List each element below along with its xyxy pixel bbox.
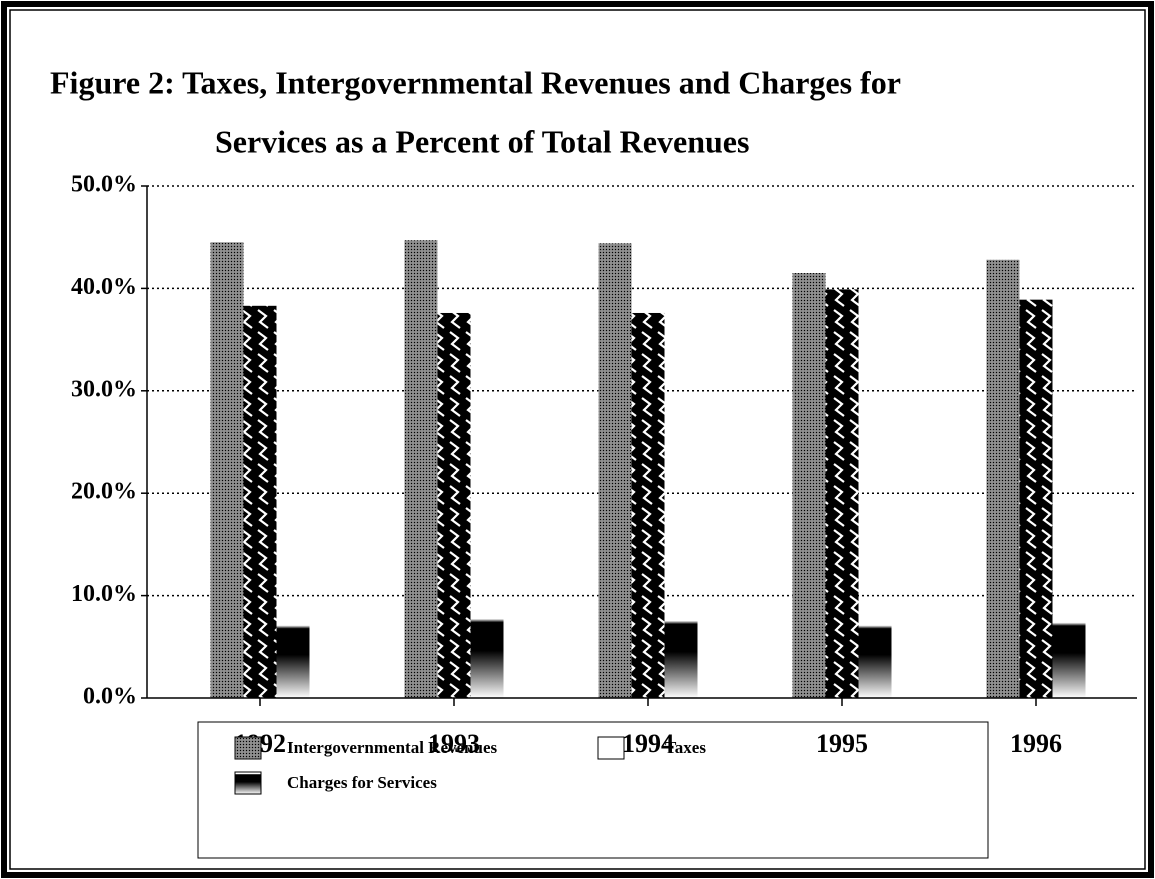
legend-swatch — [234, 736, 262, 760]
legend-label: Intergovernmental Revenues — [287, 738, 497, 757]
y-tick-label: 50.0% — [71, 172, 137, 198]
y-tick-label: 30.0% — [71, 376, 137, 402]
bar — [437, 312, 471, 698]
chart-title: Figure 2: Taxes, Intergovernmental Reven… — [50, 64, 901, 100]
bar — [631, 312, 665, 698]
x-tick-label: 1996 — [1010, 729, 1062, 758]
bar — [276, 619, 310, 698]
legend-label: Taxes — [665, 738, 706, 757]
chart-title: Services as a Percent of Total Revenues — [215, 123, 749, 159]
x-tick-label: 1994 — [622, 729, 674, 758]
inner-frame — [9, 9, 1146, 870]
y-tick-label: 0.0% — [83, 684, 137, 710]
legend-swatch — [234, 771, 262, 795]
legend-swatch — [597, 736, 625, 760]
legend-box — [197, 721, 989, 859]
bar — [598, 243, 632, 698]
bar — [825, 289, 859, 698]
bar — [404, 240, 438, 698]
bar — [792, 273, 826, 698]
y-tick-label: 40.0% — [71, 274, 137, 300]
x-tick-label: 1995 — [816, 729, 868, 758]
y-tick-label: 20.0% — [71, 479, 137, 505]
legend-label: Charges for Services — [287, 773, 437, 792]
bar — [858, 619, 892, 698]
bar — [470, 611, 504, 698]
bar — [243, 305, 277, 698]
bar — [1019, 299, 1053, 698]
y-tick-label: 10.0% — [71, 581, 137, 607]
bar — [1052, 616, 1086, 698]
bar — [664, 614, 698, 698]
bar — [986, 259, 1020, 698]
x-tick-label: 1993 — [428, 729, 480, 758]
bar — [210, 242, 244, 698]
